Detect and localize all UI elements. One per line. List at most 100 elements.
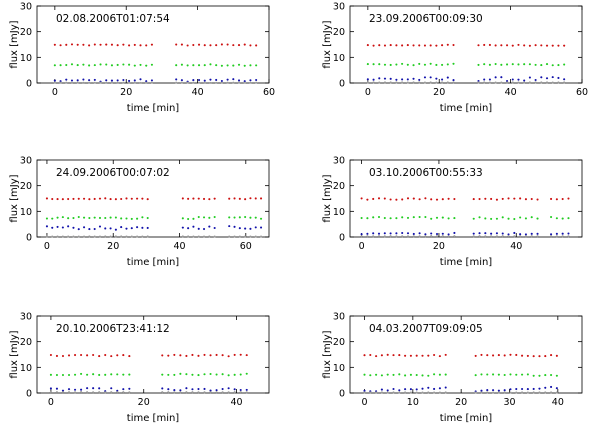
data-point — [567, 197, 570, 200]
data-point — [53, 43, 56, 46]
data-point — [215, 353, 218, 357]
data-point — [492, 391, 495, 394]
data-point — [523, 44, 526, 47]
data-point — [98, 197, 102, 200]
data-point — [249, 227, 252, 230]
data-point — [472, 198, 475, 201]
data-point — [98, 373, 101, 376]
data-point — [513, 231, 516, 235]
x-tick-label: 20 — [120, 87, 132, 98]
data-point — [424, 216, 427, 219]
data-point — [249, 197, 252, 200]
data-point — [185, 354, 188, 358]
data-point — [109, 216, 112, 219]
data-point — [125, 217, 128, 220]
data-point — [86, 354, 89, 357]
data-point — [551, 44, 554, 47]
data-point — [67, 373, 71, 377]
data-point — [484, 197, 487, 200]
data-point — [490, 197, 493, 201]
x-tick-label: 40 — [552, 397, 564, 408]
data-point — [83, 226, 86, 229]
data-point — [555, 198, 558, 201]
data-point — [490, 235, 493, 238]
data-point — [447, 233, 450, 236]
data-point — [260, 226, 263, 229]
data-point — [122, 354, 125, 357]
data-point — [179, 391, 182, 394]
data-point — [173, 391, 176, 394]
data-point — [567, 217, 570, 220]
data-point — [423, 63, 427, 66]
data-point — [125, 197, 128, 200]
data-point — [366, 198, 369, 201]
data-point — [232, 81, 235, 84]
y-tick-label: 30 — [20, 2, 32, 13]
data-point — [59, 81, 62, 84]
data-point — [452, 62, 455, 65]
data-point — [406, 216, 410, 219]
data-point — [213, 235, 216, 238]
data-point — [77, 197, 80, 200]
series-4 — [53, 81, 258, 84]
data-point — [532, 355, 535, 358]
data-point — [233, 388, 236, 391]
x-tick-label: 20 — [107, 241, 119, 252]
data-point — [366, 235, 369, 238]
data-point — [433, 391, 436, 394]
data-point — [375, 373, 378, 376]
data-point — [192, 197, 195, 200]
data-point — [221, 373, 224, 376]
data-point — [192, 44, 195, 47]
data-point — [82, 81, 85, 84]
data-point — [528, 44, 531, 47]
y-axis-label: flux [mJy] — [9, 174, 20, 222]
data-point — [427, 386, 430, 389]
data-point — [540, 44, 543, 47]
data-point — [378, 77, 381, 80]
data-point — [145, 64, 148, 67]
data-point — [239, 353, 242, 356]
data-point — [507, 233, 510, 236]
data-point — [233, 391, 236, 394]
y-tick-label: 20 — [20, 337, 32, 348]
data-point — [220, 64, 223, 67]
data-point — [418, 78, 421, 81]
data-point — [93, 228, 96, 231]
plot-frame — [349, 315, 583, 394]
data-point — [175, 64, 178, 67]
panel-1: 0 20 40 60 0 10 20 30 time [min] flux [mJy] 02.08.… — [9, 2, 275, 115]
data-point — [494, 81, 497, 84]
data-point — [435, 81, 438, 84]
data-point — [530, 198, 533, 201]
data-point — [503, 389, 506, 392]
data-point — [255, 81, 258, 84]
data-point — [477, 79, 480, 83]
data-point — [167, 388, 170, 391]
data-point — [203, 79, 206, 82]
data-point — [557, 44, 560, 47]
data-point — [255, 44, 258, 47]
data-point — [136, 226, 139, 229]
series-1 — [45, 197, 263, 201]
data-point — [540, 76, 543, 79]
panel-3: 0 20 40 60 0 10 20 30 time [min] flux [mJy] 24.09.… — [9, 156, 270, 268]
data-point — [181, 226, 184, 229]
data-point — [511, 44, 514, 47]
data-point — [93, 81, 96, 84]
data-point — [130, 197, 133, 200]
data-point — [567, 232, 570, 235]
data-point — [395, 235, 398, 238]
data-point — [93, 43, 96, 46]
data-point — [146, 198, 149, 201]
data-point — [435, 44, 438, 47]
data-point — [83, 235, 86, 238]
data-point — [99, 81, 102, 84]
data-point — [438, 373, 441, 376]
data-point — [515, 353, 518, 356]
data-point — [401, 216, 404, 219]
data-point — [453, 217, 456, 220]
data-point — [427, 354, 430, 357]
data-point — [483, 43, 486, 46]
data-point — [444, 386, 447, 389]
